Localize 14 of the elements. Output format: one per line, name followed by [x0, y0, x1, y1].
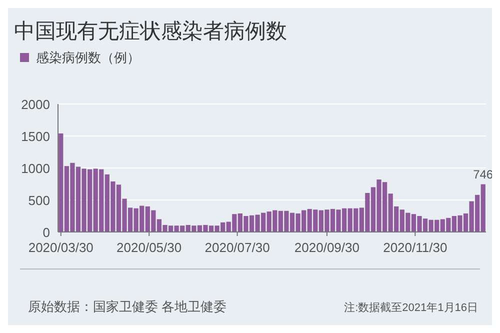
y-tick-label: 2000 — [21, 97, 50, 112]
legend-label: 感染病例数（例） — [36, 50, 140, 65]
text: 原始数据：国家卫健委 各地卫健委 — [28, 299, 227, 314]
x-tick-label: 2020/11/30 — [383, 240, 448, 255]
x-tick-label: 2020/03/30 — [28, 240, 94, 255]
text: 注:数据截至2021年1月16日 — [344, 301, 478, 314]
y-tick-label: 0 — [42, 225, 50, 240]
y-tick-label: 500 — [28, 193, 50, 208]
y-tick-label: 1000 — [21, 161, 50, 176]
x-tick-label: 2020/05/30 — [116, 240, 182, 255]
chart-title: 中国现有无症状感染者病例数 — [14, 20, 287, 43]
x-tick-label: 2020/07/30 — [204, 240, 270, 255]
x-tick-label: 2020/09/30 — [294, 240, 360, 255]
y-tick-label: 1500 — [21, 129, 50, 144]
